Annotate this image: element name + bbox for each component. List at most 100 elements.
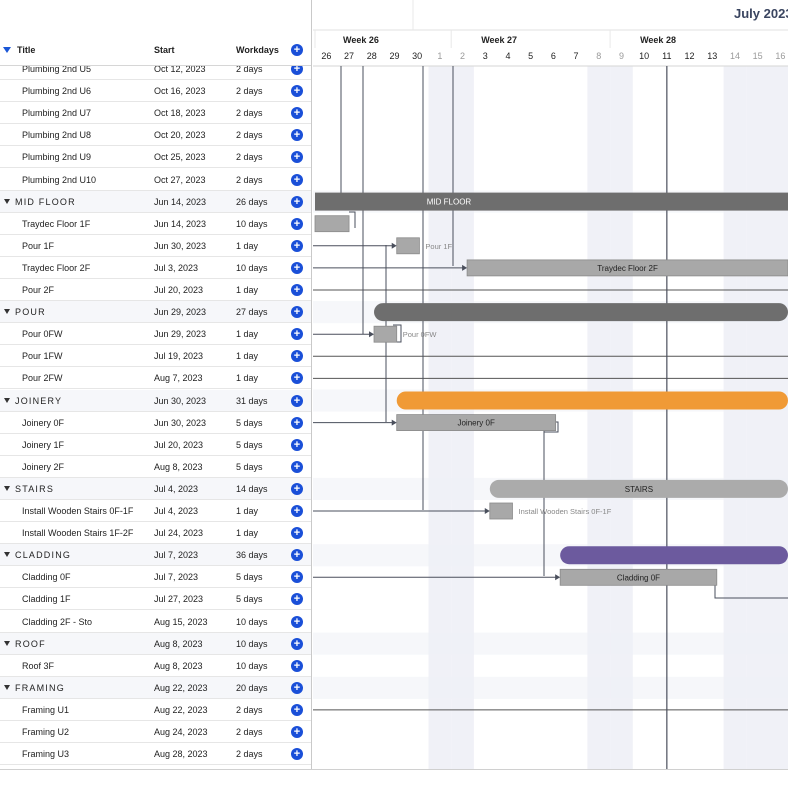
add-subtask-icon[interactable]: + [291, 107, 303, 120]
task-row[interactable]: Cladding 0F Jul 7, 2023 5 days + [0, 566, 311, 589]
column-header-workdays[interactable]: Workdays [236, 45, 279, 55]
task-row[interactable]: Joinery 2F Aug 8, 2023 5 days + [0, 456, 311, 478]
task-row[interactable]: Traydec Floor 1F Jun 14, 2023 10 days + [0, 213, 311, 235]
task-start-date: Jun 29, 2023 [154, 329, 207, 340]
column-header-title[interactable]: Title [17, 45, 36, 55]
task-row[interactable]: Pour 1F Jun 30, 2023 1 day + [0, 235, 311, 257]
add-subtask-icon[interactable]: + [291, 659, 303, 672]
task-row[interactable]: Framing U3 Aug 28, 2023 2 days + [0, 743, 311, 766]
sort-descending-icon[interactable] [3, 47, 11, 53]
add-subtask-icon[interactable]: + [291, 726, 303, 738]
task-row[interactable]: Traydec Floor 2F Jul 3, 2023 10 days + [0, 257, 311, 279]
task-row[interactable]: Install Wooden Stairs 1F-2F Jul 24, 2023 1… [0, 522, 311, 545]
add-subtask-icon[interactable]: + [291, 571, 303, 584]
task-start-date: Oct 27, 2023 [154, 174, 206, 185]
add-subtask-icon[interactable]: + [291, 460, 303, 473]
group-row[interactable]: STAIRS Jul 4, 2023 14 days + [0, 477, 311, 500]
task-bar[interactable] [314, 215, 350, 233]
collapse-caret-icon[interactable] [4, 640, 10, 646]
add-subtask-icon[interactable]: + [291, 438, 303, 451]
task-row[interactable]: Plumbing 2nd U10 Oct 27, 2023 2 days + [0, 169, 311, 191]
summary-bar[interactable] [315, 192, 788, 211]
group-row[interactable]: JOINERY Jun 30, 2023 31 days + [0, 389, 311, 412]
add-subtask-icon[interactable]: + [291, 482, 303, 495]
add-subtask-icon[interactable]: + [291, 394, 303, 407]
summary-bar[interactable] [489, 479, 788, 498]
add-subtask-icon[interactable]: + [291, 681, 303, 694]
task-bar[interactable] [489, 502, 513, 520]
add-subtask-icon[interactable]: + [291, 748, 303, 761]
group-row[interactable]: MID FLOOR Jun 14, 2023 26 days + [0, 190, 311, 213]
collapse-caret-icon[interactable] [4, 309, 10, 315]
task-row[interactable]: Joinery 0F Jun 30, 2023 5 days + [0, 412, 311, 434]
task-row[interactable]: Pour 1FW Jul 19, 2023 1 day + [0, 345, 311, 368]
add-task-icon[interactable]: + [291, 44, 303, 56]
add-subtask-icon[interactable]: + [291, 217, 303, 230]
dependency-line [349, 211, 356, 228]
collapse-caret-icon[interactable] [4, 397, 10, 403]
add-subtask-icon[interactable]: + [291, 703, 303, 716]
collapse-caret-icon[interactable] [4, 198, 10, 204]
group-row[interactable]: ROOF Aug 8, 2023 10 days + [0, 632, 311, 655]
add-subtask-icon[interactable]: + [291, 173, 303, 186]
task-row[interactable]: Pour 2F Jul 20, 2023 1 day + [0, 279, 311, 301]
task-workdays: 2 days [236, 174, 263, 185]
add-subtask-icon[interactable]: + [291, 239, 303, 252]
group-row[interactable]: FRAMING Aug 22, 2023 20 days + [0, 676, 311, 699]
group-row[interactable]: CLADDING Jul 7, 2023 36 days + [0, 544, 311, 567]
task-row[interactable]: Joinery 1F Jul 20, 2023 5 days + [0, 434, 311, 456]
task-bar[interactable] [373, 325, 398, 343]
group-row[interactable]: POUR Jun 29, 2023 27 days + [0, 301, 311, 324]
add-subtask-icon[interactable]: + [291, 63, 303, 75]
add-subtask-icon[interactable]: + [291, 85, 303, 98]
task-workdays: 1 day [236, 351, 259, 362]
add-subtask-icon[interactable]: + [291, 637, 303, 650]
add-subtask-icon[interactable]: + [291, 129, 303, 142]
task-title: Framing U3 [22, 749, 70, 760]
add-subtask-icon[interactable]: + [291, 416, 303, 429]
column-header-start[interactable]: Start [154, 45, 175, 55]
task-row[interactable]: Plumbing 2nd U8 Oct 20, 2023 2 days + [0, 124, 311, 147]
week-label: Week 26 [343, 35, 379, 45]
task-row[interactable]: Framing U2 Aug 24, 2023 2 days + [0, 721, 311, 743]
add-subtask-icon[interactable]: + [291, 350, 303, 363]
task-row[interactable]: Install Wooden Stairs 0F-1F Jul 4, 2023 1 … [0, 500, 311, 522]
add-subtask-icon[interactable]: + [291, 151, 303, 164]
task-row[interactable]: Pour 2FW Aug 7, 2023 1 day + [0, 367, 311, 390]
task-row[interactable]: Framing U1 Aug 22, 2023 2 days + [0, 699, 311, 721]
summary-bar[interactable] [374, 303, 788, 322]
arrow-head-icon [391, 242, 397, 249]
task-workdays: 10 days [236, 638, 268, 649]
task-bar[interactable] [396, 237, 420, 255]
task-row[interactable]: Cladding 1F Jul 27, 2023 5 days + [0, 588, 311, 611]
add-subtask-icon[interactable]: + [291, 261, 303, 274]
collapse-caret-icon[interactable] [4, 684, 10, 690]
task-row[interactable]: Plumbing 2nd U9 Oct 25, 2023 2 days + [0, 146, 311, 169]
task-start-date: Jun 14, 2023 [154, 218, 207, 229]
task-row[interactable]: Cladding 2F - Sto Aug 15, 2023 10 days + [0, 611, 311, 633]
day-label: 28 [367, 51, 377, 61]
add-subtask-icon[interactable]: + [291, 549, 303, 562]
add-subtask-icon[interactable]: + [291, 328, 303, 341]
add-subtask-icon[interactable]: + [291, 284, 303, 296]
add-subtask-icon[interactable]: + [291, 306, 303, 319]
summary-bar[interactable] [396, 391, 788, 410]
day-label: 12 [685, 51, 695, 61]
add-subtask-icon[interactable]: + [291, 527, 303, 540]
add-subtask-icon[interactable]: + [291, 615, 303, 628]
add-subtask-icon[interactable]: + [291, 195, 303, 208]
collapse-caret-icon[interactable] [4, 485, 10, 491]
task-title: Cladding 2F - Sto [22, 616, 93, 627]
task-row[interactable]: Plumbing 2nd U5 Oct 12, 2023 2 days + [0, 58, 311, 80]
task-bar[interactable] [559, 568, 718, 586]
task-row[interactable]: Plumbing 2nd U7 Oct 18, 2023 2 days + [0, 102, 311, 125]
add-subtask-icon[interactable]: + [291, 505, 303, 517]
task-row[interactable]: Plumbing 2nd U6 Oct 16, 2023 2 days + [0, 80, 311, 103]
task-row[interactable]: Pour 0FW Jun 29, 2023 1 day + [0, 323, 311, 346]
summary-bar[interactable] [560, 546, 788, 565]
task-row[interactable]: Roof 3F Aug 8, 2023 10 days + [0, 655, 311, 677]
collapse-caret-icon[interactable] [4, 552, 10, 558]
add-subtask-icon[interactable]: + [291, 372, 303, 385]
add-subtask-icon[interactable]: + [291, 593, 303, 606]
